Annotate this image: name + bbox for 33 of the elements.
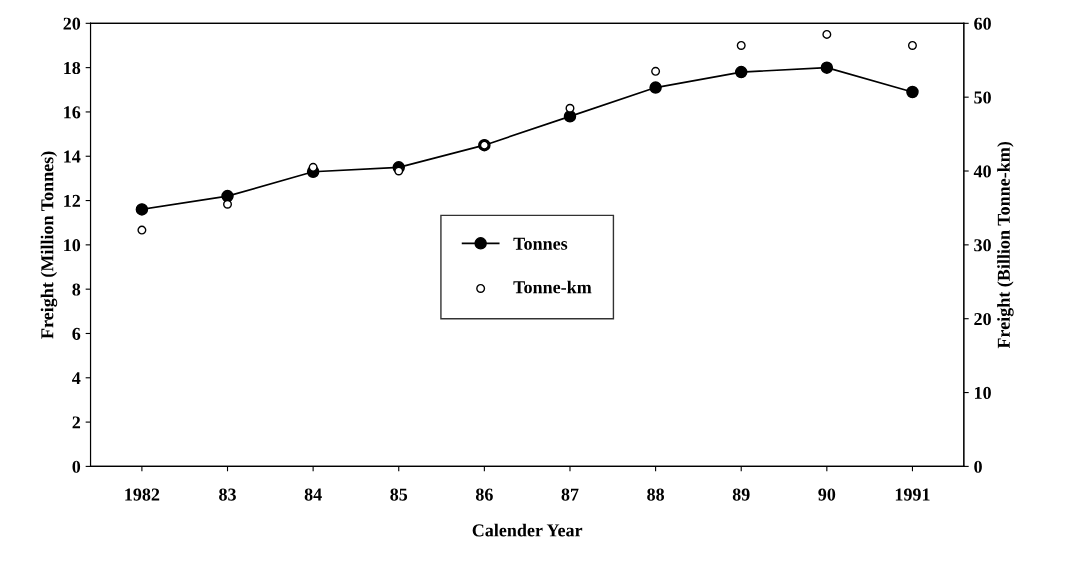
- x-tick-label: 90: [818, 488, 836, 501]
- x-tick-label: 89: [732, 488, 750, 501]
- x-tick-label: 86: [475, 488, 493, 501]
- y2-tick-label: 60: [974, 17, 991, 30]
- x-tick-label: 83: [219, 488, 236, 501]
- y-tick-label: 12: [64, 194, 81, 207]
- y2-tick-label: 40: [973, 165, 991, 178]
- legend-label: Tonnes: [513, 237, 568, 250]
- x-tick-label: 84: [304, 488, 322, 501]
- y2-tick-label: 20: [974, 312, 991, 326]
- y-tick-label: 18: [64, 61, 81, 75]
- y-tick-label: 16: [64, 106, 81, 119]
- legend-label: Tonne-km: [513, 280, 592, 294]
- x-tick-label: 1982: [125, 488, 160, 501]
- x-tick-label: 85: [390, 488, 408, 501]
- y-tick-label: 8: [72, 283, 81, 296]
- y-tick-label: 10: [64, 239, 81, 252]
- y-tick-label: 2: [72, 416, 81, 429]
- x-tick-label: 88: [647, 488, 665, 501]
- y-tick-label: 6: [72, 327, 81, 340]
- y2-tick-label: 10: [974, 386, 991, 399]
- x-axis-title: Calender Year: [472, 523, 583, 537]
- y-axis-title: Freight (Million Tonnes): [40, 151, 58, 339]
- y2-tick-label: 30: [974, 239, 991, 252]
- x-tick-label: 1991: [895, 488, 930, 501]
- x-tick-label: 87: [561, 488, 579, 501]
- y2-tick-label: 50: [974, 91, 991, 104]
- y-tick-label: 20: [63, 17, 81, 30]
- y-tick-label: 4: [72, 372, 81, 385]
- y-tick-label: 14: [64, 150, 81, 163]
- y-tick-label: 0: [72, 460, 81, 473]
- y2-tick-label: 0: [974, 460, 982, 473]
- y2-axis-title: Freight (Billion Tonne-km): [997, 141, 1014, 349]
